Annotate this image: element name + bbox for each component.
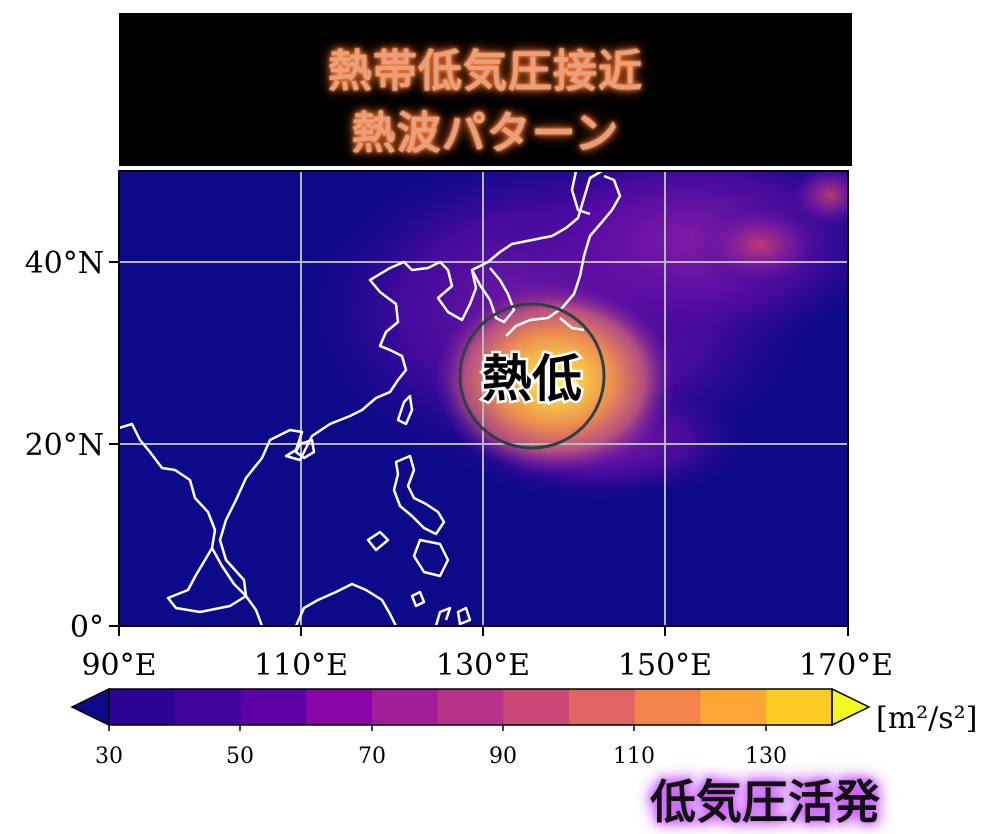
colorbar-unit: [m²/s²] [876, 701, 977, 736]
colorbar-segment [240, 689, 307, 725]
colorbar-frame [108, 688, 833, 726]
colorbar-extend-low [70, 687, 110, 727]
coastline-taiwan [396, 394, 414, 426]
colorbar-tick-label: 50 [226, 744, 254, 769]
low-pressure-marker: 熱低 [458, 302, 606, 450]
colorbar-segment [371, 689, 439, 725]
colorbar-segment [503, 689, 570, 725]
colorbar-segment [109, 689, 176, 725]
coastline-sulawesi [434, 606, 452, 626]
xtick-label: 170°E [799, 648, 893, 683]
coastline-korea [470, 267, 516, 324]
gridlines [119, 171, 848, 626]
colorbar-segment [700, 689, 767, 725]
colorbar-extend-high [831, 687, 871, 727]
coastline-philippines [366, 454, 450, 578]
coastlines [119, 171, 622, 626]
bottom-note: 低気圧活発 [650, 775, 880, 829]
colorbar-segment [569, 689, 636, 725]
colorbar [70, 687, 871, 731]
heat-core [435, 285, 675, 475]
colorbar-segment [437, 689, 504, 725]
marker-circle [458, 302, 606, 450]
ytick-label: 0° [70, 610, 104, 645]
colorbar-tick-label: 110 [613, 744, 655, 769]
colorbar-tick-label: 130 [745, 744, 787, 769]
haze-hotspot-ne [690, 200, 830, 290]
axis-ticks [109, 261, 849, 636]
ytick-label: 20°N [25, 428, 104, 463]
coastline-mainland [119, 171, 603, 614]
coastline-islands [410, 590, 472, 626]
title-box: 熱帯低気圧接近 熱波パターン [119, 13, 852, 166]
coastline-borneo [294, 582, 398, 626]
title-line-1: 熱帯低気圧接近 [328, 46, 643, 97]
xtick-label: 90°E [81, 648, 156, 683]
colorbar-segment [306, 689, 373, 725]
haze-hotspot-corner [785, 171, 848, 230]
colorbar-segment [174, 689, 241, 725]
marker-label: 熱低 [482, 350, 582, 408]
coastline-malay [210, 547, 264, 626]
colorbar-tick-label: 70 [358, 744, 386, 769]
title-line-2: 熱波パターン [351, 108, 620, 159]
colorbar-tick-label: 90 [489, 744, 517, 769]
coastline-japan [505, 171, 622, 337]
coastline-hainan [294, 438, 316, 460]
ytick-label: 40°N [25, 246, 104, 281]
xtick-label: 130°E [436, 648, 530, 683]
colorbar-segment [766, 689, 833, 725]
colorbar-segment [634, 689, 702, 725]
xtick-label: 150°E [618, 648, 712, 683]
colorbar-tick-label: 30 [95, 744, 123, 769]
xtick-label: 110°E [254, 648, 348, 683]
